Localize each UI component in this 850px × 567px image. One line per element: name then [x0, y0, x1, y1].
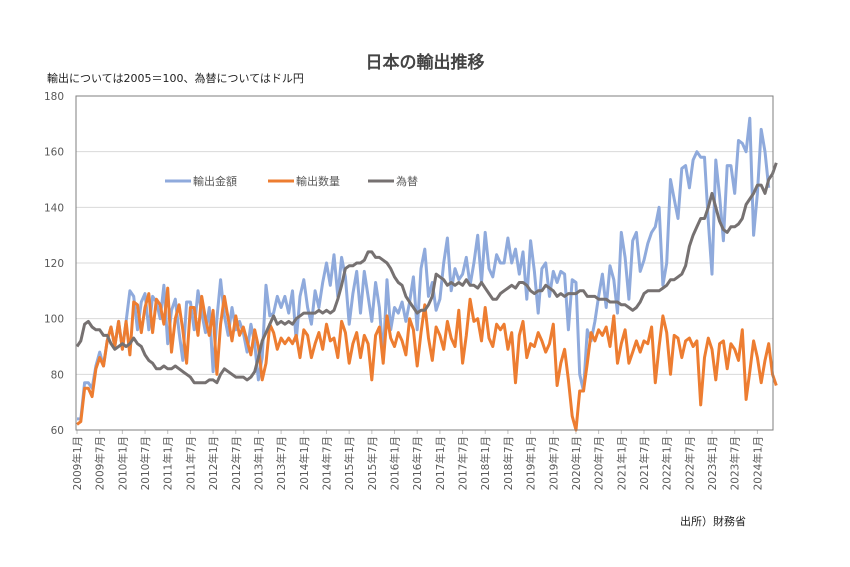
series-lines	[75, 116, 778, 432]
legend-label: 輸出金額	[193, 174, 237, 188]
legend-item: 為替	[368, 174, 418, 188]
legend-item: 輸出金額	[165, 174, 237, 188]
x-tick-label: 2017年7月	[457, 436, 470, 490]
x-tick-label: 2014年7月	[320, 436, 333, 490]
legend-label: 為替	[396, 174, 418, 188]
x-tick-label: 2014年1月	[298, 436, 311, 490]
x-tick-label: 2016年1月	[389, 436, 402, 490]
series-line-輸出金額	[77, 116, 771, 421]
x-tick-label: 2019年7月	[547, 436, 560, 490]
x-tick-label: 2013年7月	[275, 436, 288, 490]
chart-title: 日本の輸出推移	[365, 53, 485, 73]
x-tick-label: 2013年1月	[252, 436, 265, 490]
x-tick-label: 2010年7月	[139, 436, 152, 490]
chart-subtitle: 輸出については2005＝100、為替についてはドル円	[47, 72, 304, 85]
x-tick-label: 2018年1月	[479, 436, 492, 490]
x-tick-label: 2012年7月	[230, 436, 243, 490]
y-tick-label: 120	[44, 258, 64, 270]
y-tick-label: 80	[51, 369, 64, 381]
x-tick-label: 2022年1月	[661, 436, 674, 490]
legend: 輸出金額 輸出数量 為替	[165, 174, 418, 188]
y-tick-label: 180	[44, 91, 64, 103]
x-tick-label: 2020年7月	[593, 436, 606, 490]
series-line-輸出数量	[76, 286, 778, 432]
x-tick-label: 2009年7月	[94, 436, 107, 490]
x-tick-label: 2024年1月	[751, 436, 764, 490]
x-axis-ticks: 2009年1月 2009年7月 2010年1月 2010年7月 2011年1月 2011年…	[71, 430, 764, 490]
x-tick-label: 2010年1月	[116, 436, 129, 490]
source-note: 出所）財務省	[680, 515, 746, 528]
x-tick-label: 2021年1月	[615, 436, 628, 490]
x-tick-label: 2021年7月	[638, 436, 651, 490]
x-tick-label: 2022年7月	[683, 436, 696, 490]
x-tick-label: 2015年1月	[343, 436, 356, 490]
y-tick-label: 160	[44, 147, 64, 159]
x-tick-label: 2015年7月	[366, 436, 379, 490]
legend-label: 輸出数量	[296, 174, 340, 188]
x-tick-label: 2020年1月	[570, 436, 583, 490]
x-tick-label: 2016年7月	[411, 436, 424, 490]
x-tick-label: 2019年1月	[525, 436, 538, 490]
x-tick-label: 2023年7月	[729, 436, 742, 490]
legend-item: 輸出数量	[268, 174, 340, 188]
x-tick-label: 2023年1月	[706, 436, 719, 490]
y-tick-label: 100	[44, 314, 64, 326]
x-tick-label: 2011年7月	[184, 436, 197, 490]
plot-frame	[75, 95, 774, 431]
y-tick-label: 60	[51, 425, 64, 437]
y-axis-ticks: 60 80 100 120 140 160 180	[44, 91, 64, 437]
x-tick-label: 2017年1月	[434, 436, 447, 490]
x-tick-label: 2012年1月	[207, 436, 220, 490]
series-line-為替	[75, 162, 778, 385]
y-tick-label: 140	[44, 202, 64, 214]
x-tick-label: 2009年1月	[71, 436, 84, 490]
x-tick-label: 2018年7月	[502, 436, 515, 490]
x-tick-label: 2011年1月	[162, 436, 175, 490]
